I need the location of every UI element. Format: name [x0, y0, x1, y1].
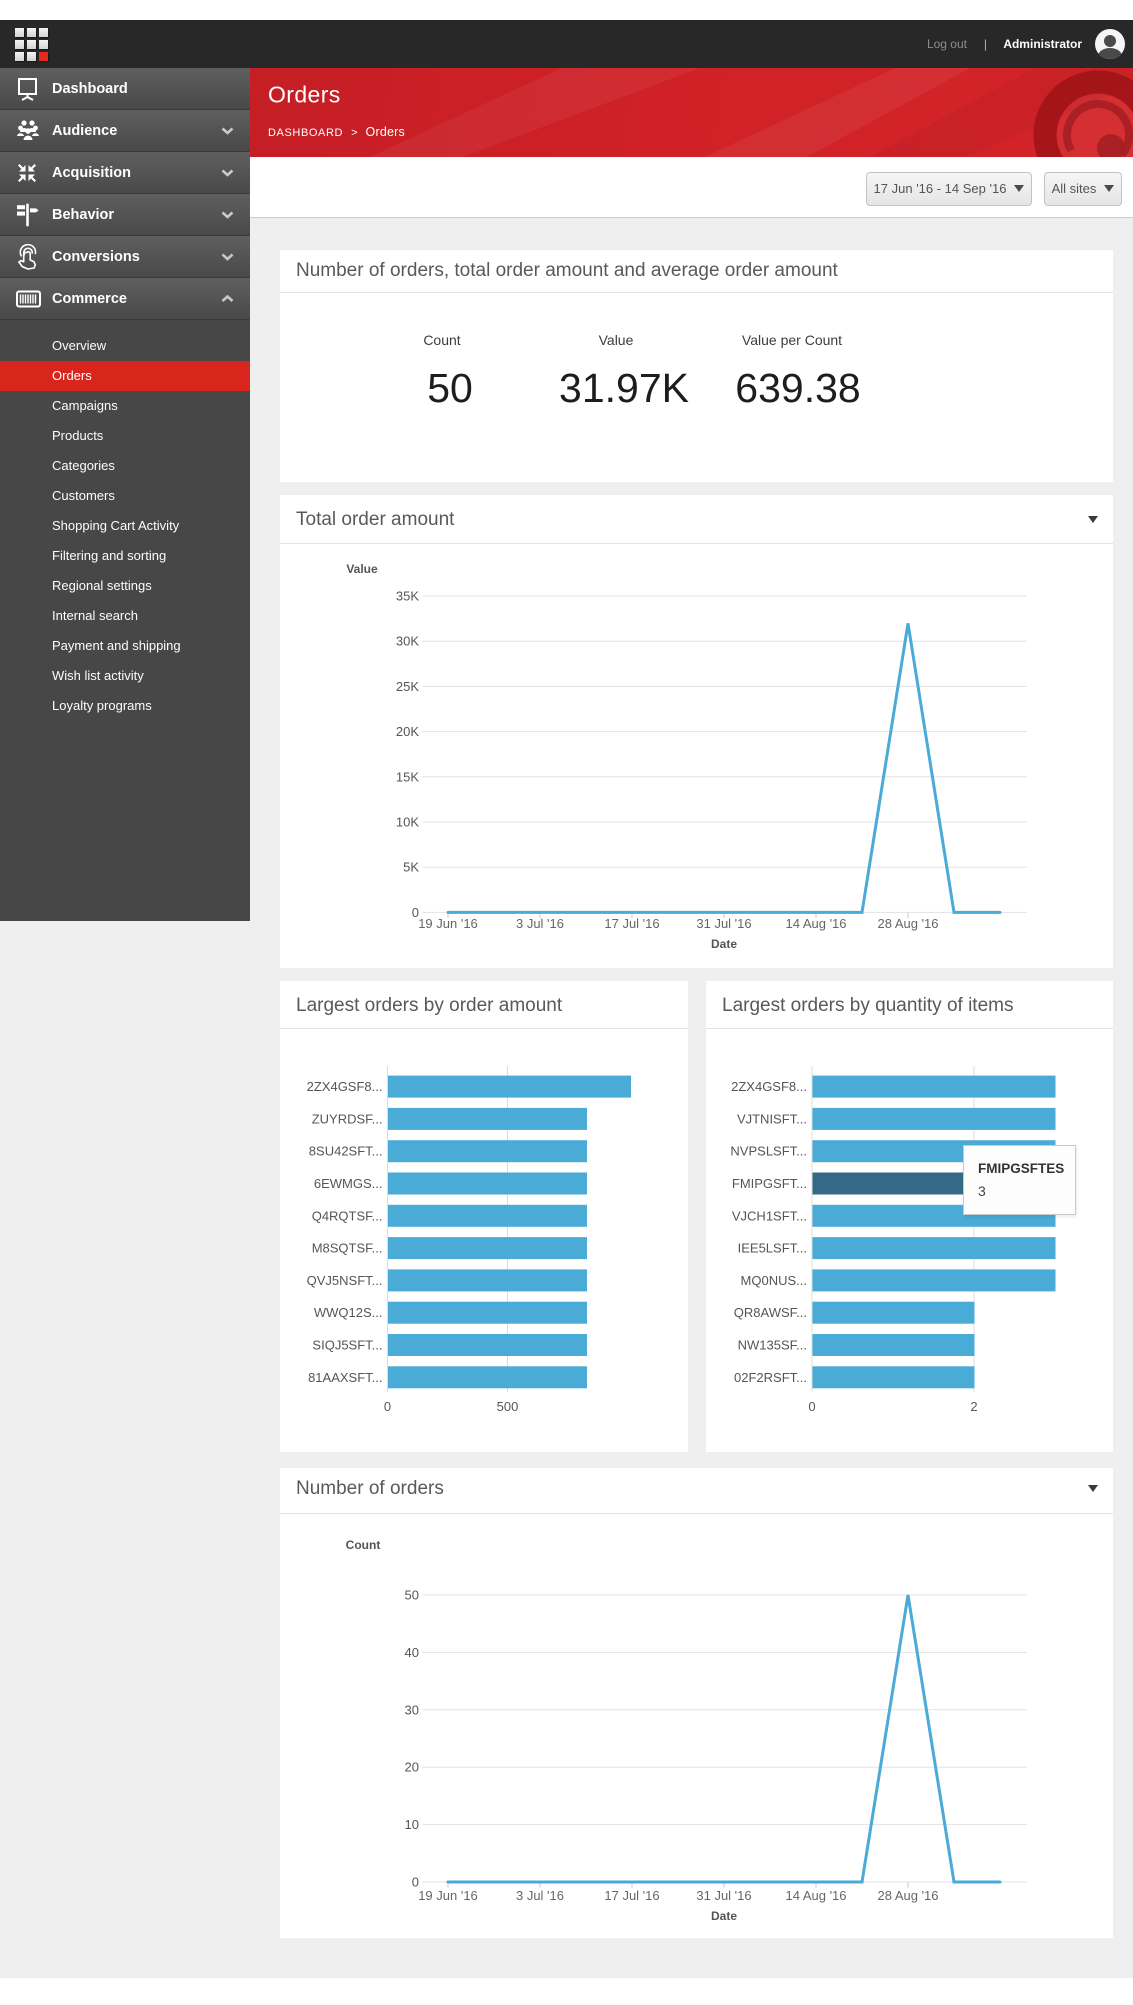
svg-text:19 Jun '16: 19 Jun '16: [418, 916, 478, 931]
svg-text:25K: 25K: [396, 679, 419, 694]
svg-text:2ZX4GSF8...: 2ZX4GSF8...: [731, 1079, 807, 1094]
svg-text:3 Jul '16: 3 Jul '16: [516, 916, 564, 931]
svg-text:10K: 10K: [396, 815, 419, 830]
svg-text:QVJ5NSFT...: QVJ5NSFT...: [307, 1273, 383, 1288]
svg-text:14 Aug '16: 14 Aug '16: [785, 1888, 846, 1903]
svg-text:VJCH1SFT...: VJCH1SFT...: [732, 1208, 807, 1223]
svg-text:ZUYRDSF...: ZUYRDSF...: [312, 1111, 383, 1126]
svg-text:31 Jul '16: 31 Jul '16: [696, 1888, 751, 1903]
svg-text:17 Jul '16: 17 Jul '16: [604, 916, 659, 931]
svg-text:20K: 20K: [396, 724, 419, 739]
svg-text:SIQJ5SFT...: SIQJ5SFT...: [312, 1338, 382, 1353]
svg-text:30K: 30K: [396, 634, 419, 649]
svg-text:10: 10: [405, 1817, 419, 1832]
svg-text:Count: Count: [346, 1538, 381, 1552]
svg-text:2ZX4GSF8...: 2ZX4GSF8...: [307, 1079, 383, 1094]
svg-text:0: 0: [808, 1399, 815, 1414]
svg-text:40: 40: [405, 1645, 419, 1660]
svg-text:3 Jul '16: 3 Jul '16: [516, 1888, 564, 1903]
svg-text:50: 50: [405, 1588, 419, 1603]
svg-text:28 Aug '16: 28 Aug '16: [877, 1888, 938, 1903]
svg-text:5K: 5K: [403, 860, 419, 875]
svg-text:NVPSLSFT...: NVPSLSFT...: [730, 1144, 807, 1159]
svg-text:FMIPGSFT...: FMIPGSFT...: [732, 1176, 807, 1191]
svg-text:0: 0: [412, 905, 419, 920]
svg-text:Date: Date: [711, 1909, 737, 1923]
svg-text:02F2RSFT...: 02F2RSFT...: [734, 1370, 807, 1385]
svg-text:VJTNISFT...: VJTNISFT...: [737, 1111, 807, 1126]
svg-text:31 Jul '16: 31 Jul '16: [696, 916, 751, 931]
svg-text:Value: Value: [346, 562, 378, 576]
svg-text:15K: 15K: [396, 769, 419, 784]
svg-text:500: 500: [497, 1399, 519, 1414]
svg-text:QR8AWSF...: QR8AWSF...: [734, 1305, 807, 1320]
svg-text:WWQ12S...: WWQ12S...: [314, 1305, 383, 1320]
svg-text:14 Aug '16: 14 Aug '16: [785, 916, 846, 931]
svg-text:M8SQTSF...: M8SQTSF...: [312, 1241, 383, 1256]
svg-text:NW135SF...: NW135SF...: [738, 1338, 807, 1353]
svg-text:81AAXSFT...: 81AAXSFT...: [308, 1370, 382, 1385]
svg-text:0: 0: [412, 1875, 419, 1890]
svg-text:Q4RQTSF...: Q4RQTSF...: [312, 1208, 383, 1223]
svg-text:35K: 35K: [396, 589, 419, 604]
svg-text:30: 30: [405, 1702, 419, 1717]
svg-text:IEE5LSFT...: IEE5LSFT...: [738, 1241, 807, 1256]
svg-text:MQ0NUS...: MQ0NUS...: [741, 1273, 807, 1288]
svg-text:28 Aug '16: 28 Aug '16: [877, 916, 938, 931]
svg-text:Date: Date: [711, 937, 737, 951]
svg-text:19 Jun '16: 19 Jun '16: [418, 1888, 478, 1903]
svg-text:17 Jul '16: 17 Jul '16: [604, 1888, 659, 1903]
svg-text:8SU42SFT...: 8SU42SFT...: [309, 1144, 383, 1159]
svg-text:6EWMGS...: 6EWMGS...: [314, 1176, 383, 1191]
svg-text:2: 2: [970, 1399, 977, 1414]
svg-text:0: 0: [384, 1399, 391, 1414]
svg-text:20: 20: [405, 1760, 419, 1775]
